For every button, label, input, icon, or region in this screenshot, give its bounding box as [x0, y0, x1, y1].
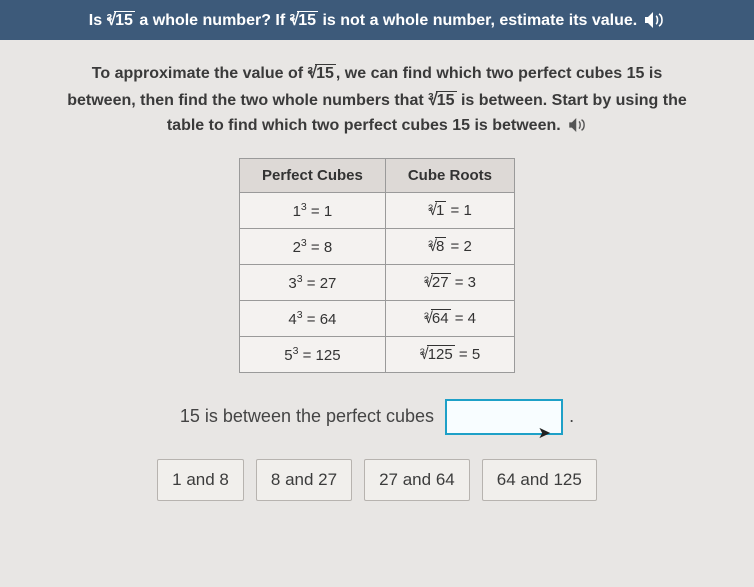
col-header: Cube Roots	[385, 159, 514, 193]
table-row: 23 = 8 3√8 = 2	[239, 229, 514, 265]
cursor-icon: ➤	[538, 423, 551, 443]
answer-blank[interactable]: ➤	[445, 399, 563, 435]
table-row: 43 = 64 3√64 = 4	[239, 301, 514, 337]
instruction-text: To approximate the value of 3√15, we can…	[10, 60, 744, 152]
option-button[interactable]: 27 and 64	[364, 459, 470, 501]
table-header-row: Perfect Cubes Cube Roots	[239, 159, 514, 193]
table-row: 33 = 27 3√27 = 3	[239, 265, 514, 301]
audio-icon[interactable]	[645, 12, 665, 28]
table-row: 13 = 1 3√1 = 1	[239, 193, 514, 229]
option-button[interactable]: 8 and 27	[256, 459, 352, 501]
question-header: Is 3√15 a whole number? If 3√15 is not a…	[0, 0, 754, 40]
table-row: 53 = 125 3√125 = 5	[239, 337, 514, 373]
answer-options: 1 and 8 8 and 27 27 and 64 64 and 125	[10, 459, 744, 501]
option-button[interactable]: 64 and 125	[482, 459, 597, 501]
fill-sentence: 15 is between the perfect cubes ➤ .	[10, 399, 744, 435]
option-button[interactable]: 1 and 8	[157, 459, 244, 501]
audio-icon[interactable]	[569, 118, 587, 132]
header-text: Is 3√15 a whole number? If 3√15 is not a…	[89, 10, 637, 30]
cubes-table: Perfect Cubes Cube Roots 13 = 1 3√1 = 1 …	[239, 158, 515, 373]
col-header: Perfect Cubes	[239, 159, 385, 193]
